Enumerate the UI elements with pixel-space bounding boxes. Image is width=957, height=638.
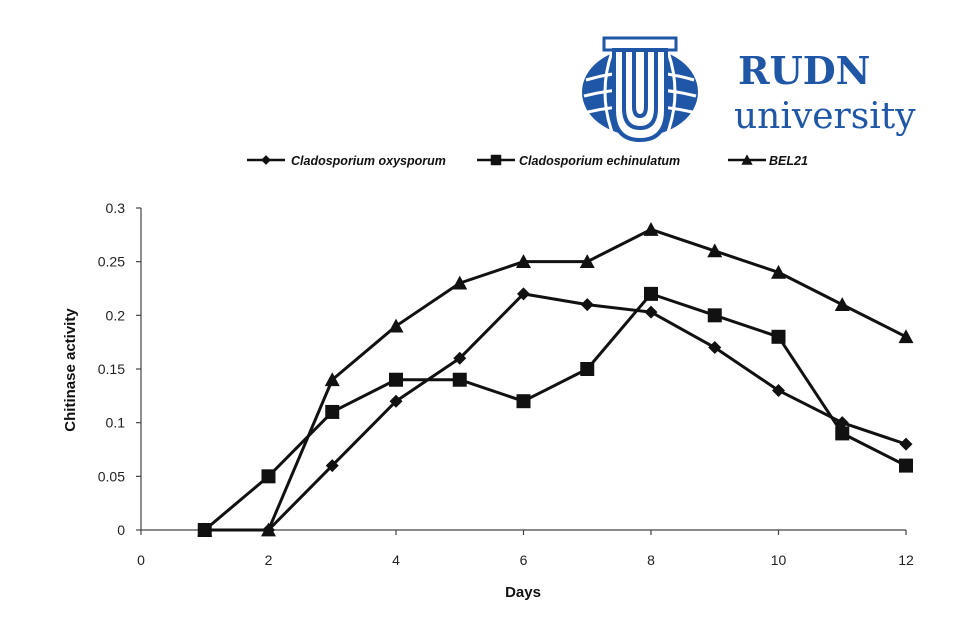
data-point xyxy=(707,308,722,323)
legend-label: Cladosporium oxysporum xyxy=(291,154,446,168)
x-tick-label: 8 xyxy=(647,552,655,568)
y-tick-label: 0.05 xyxy=(98,468,125,484)
y-tick-label: 0.25 xyxy=(98,254,125,270)
legend-marker xyxy=(741,154,753,165)
data-point xyxy=(389,394,403,408)
data-point xyxy=(835,426,850,441)
data-point xyxy=(197,522,213,537)
series-line xyxy=(204,292,907,532)
series-1 xyxy=(197,286,913,537)
data-point xyxy=(325,459,339,473)
y-tick-label: 0 xyxy=(117,522,125,538)
globe-emblem-icon xyxy=(582,36,698,143)
data-point xyxy=(771,329,786,344)
y-tick-label: 0.3 xyxy=(106,200,126,216)
data-point xyxy=(261,469,276,484)
legend-label: Cladosporium echinulatum xyxy=(519,154,680,168)
data-point xyxy=(452,372,467,387)
data-point xyxy=(644,305,658,319)
data-point xyxy=(580,298,594,312)
rudn-logo: RUDN university xyxy=(582,36,916,143)
legend-label: BEL21 xyxy=(769,154,808,168)
data-point xyxy=(389,372,403,387)
data-point xyxy=(834,297,850,311)
x-tick-label: 12 xyxy=(898,552,914,568)
x-tick-label: 2 xyxy=(265,552,273,568)
data-point xyxy=(579,254,595,269)
data-point xyxy=(708,341,722,355)
data-point xyxy=(388,318,404,333)
data-point xyxy=(898,329,914,344)
x-tick-label: 6 xyxy=(520,552,528,568)
data-point xyxy=(324,372,340,387)
y-ticks: 0 0.05 0.1 0.15 0.2 0.25 0.3 xyxy=(98,200,141,538)
data-point xyxy=(453,351,467,365)
y-axis-title: Chitinase activity xyxy=(62,308,79,432)
series-2 xyxy=(197,221,914,537)
data-point xyxy=(771,264,786,279)
series-line xyxy=(204,227,907,532)
data-point xyxy=(707,243,723,258)
y-tick-label: 0.2 xyxy=(106,307,126,323)
series-line xyxy=(203,292,907,532)
x-tick-label: 10 xyxy=(771,552,787,568)
x-tick-label: 4 xyxy=(392,552,400,568)
plot-area xyxy=(197,221,914,537)
data-point xyxy=(580,362,595,376)
legend-item: BEL21 xyxy=(728,154,808,168)
data-point xyxy=(643,221,659,236)
logo-text-rudn: RUDN xyxy=(738,48,870,93)
data-point xyxy=(899,437,913,451)
data-point xyxy=(261,522,276,537)
legend-item: Cladosporium echinulatum xyxy=(477,154,680,168)
legend-marker xyxy=(261,155,271,165)
data-point xyxy=(452,275,468,290)
data-point xyxy=(644,286,658,301)
data-point xyxy=(325,404,340,419)
x-tick-label: 0 xyxy=(137,552,145,568)
logo-text-university: university xyxy=(734,96,916,137)
x-ticks: 0 2 4 6 8 10 12 xyxy=(137,530,914,568)
data-point xyxy=(517,287,530,301)
data-point xyxy=(899,458,913,473)
series-0 xyxy=(198,287,913,537)
legend-item: Cladosporium oxysporum xyxy=(247,154,446,168)
data-point xyxy=(516,254,531,269)
y-tick-label: 0.15 xyxy=(98,361,125,377)
legend-marker xyxy=(490,154,502,166)
y-tick-label: 0.1 xyxy=(106,415,126,431)
x-axis-title: Days xyxy=(505,584,541,601)
legend: Cladosporium oxysporum Cladosporium echin… xyxy=(247,154,808,168)
data-point xyxy=(772,383,785,397)
data-point xyxy=(516,394,531,409)
